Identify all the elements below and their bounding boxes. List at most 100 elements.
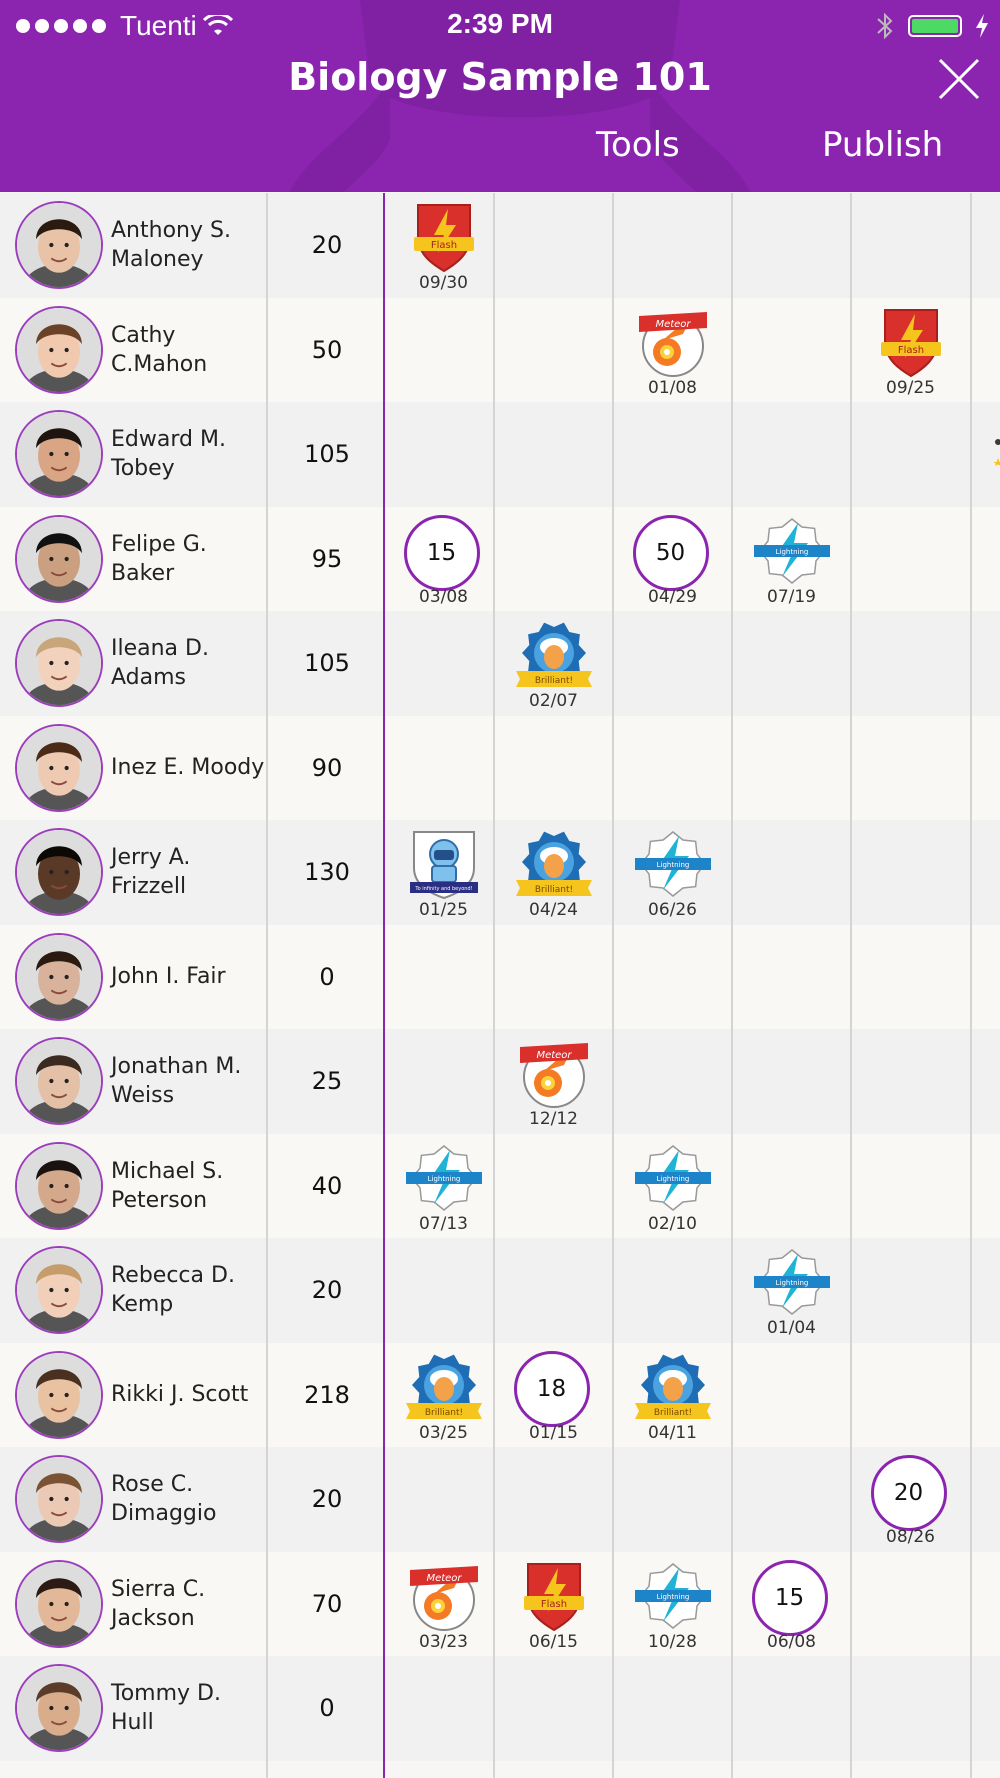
award-cell[interactable] <box>851 1029 970 1133</box>
award-cell[interactable] <box>732 1656 851 1760</box>
award-cell[interactable] <box>732 925 851 1029</box>
avatar[interactable] <box>15 410 103 498</box>
award-cell[interactable] <box>851 611 970 715</box>
lightning-badge-icon[interactable]: Lightning <box>633 1560 713 1632</box>
award-cell[interactable] <box>384 1656 503 1760</box>
avatar[interactable] <box>15 1455 103 1543</box>
brilliant-badge-icon[interactable]: Brilliant! <box>633 1351 713 1423</box>
award-cell[interactable] <box>384 298 503 402</box>
student-row[interactable]: John I. Fair 0 <box>0 924 1000 1029</box>
award-cell[interactable] <box>613 402 732 506</box>
flash-badge-icon[interactable]: Flash <box>871 306 951 378</box>
award-cell[interactable] <box>613 1656 732 1760</box>
award-cell[interactable]: Brilliant! 03/25 <box>384 1343 503 1447</box>
points-award-badge[interactable]: 15 <box>751 1559 828 1636</box>
student-row[interactable]: Michael S. Peterson 40 Lightning 07/13 Light… <box>0 1133 1000 1238</box>
award-cell[interactable]: Meteor 12/12 <box>494 1029 613 1133</box>
award-cell[interactable]: To infinity and beyond! 01/25 <box>384 820 503 924</box>
award-cell[interactable] <box>732 716 851 820</box>
student-row[interactable]: Jonathan M. Weiss 25 Meteor 12/12 <box>0 1029 1000 1134</box>
points-award-badge[interactable]: 18 <box>513 1350 590 1427</box>
award-cell[interactable]: Brilliant! 04/24 <box>494 820 613 924</box>
student-row[interactable]: Anthony S. Maloney 20 Flash 09/30 <box>0 193 1000 298</box>
award-cell[interactable] <box>851 193 970 297</box>
award-cell[interactable] <box>613 925 732 1029</box>
student-row[interactable]: Rikki J. Scott 218 Brilliant! 03/25 18 01/15 B… <box>0 1342 1000 1447</box>
award-cell[interactable] <box>732 402 851 506</box>
avatar[interactable] <box>15 619 103 707</box>
brilliant-badge-icon[interactable]: Brilliant! <box>514 619 594 691</box>
avatar[interactable] <box>15 932 103 1021</box>
award-cell[interactable]: 15 03/08 <box>384 507 503 611</box>
meteor-badge-icon[interactable]: Meteor <box>633 306 713 378</box>
award-cell[interactable]: 20 08/26 <box>851 1447 970 1551</box>
lightning-badge-icon[interactable]: Lightning <box>633 1142 713 1214</box>
award-cell[interactable] <box>851 1343 970 1447</box>
avatar[interactable] <box>15 828 103 916</box>
avatar[interactable] <box>15 305 103 394</box>
award-cell[interactable]: Lightning 01/04 <box>732 1238 851 1342</box>
student-row[interactable]: Rose C. Dimaggio 20 20 08/26 <box>0 1447 1000 1552</box>
award-cell[interactable] <box>384 1447 503 1551</box>
award-cell[interactable] <box>384 1029 503 1133</box>
award-cell[interactable] <box>613 611 732 715</box>
avatar[interactable] <box>15 514 103 603</box>
award-cell[interactable] <box>613 1238 732 1342</box>
student-row[interactable]: Felipe G. Baker 95 15 03/08 50 04/29 Lightning… <box>0 506 1000 611</box>
award-cell[interactable]: Lightning 02/10 <box>613 1134 732 1238</box>
meteor-badge-icon[interactable]: Meteor <box>514 1037 594 1109</box>
award-cell[interactable] <box>851 1134 970 1238</box>
award-cell[interactable] <box>494 1134 613 1238</box>
avatar[interactable] <box>15 723 103 812</box>
lightning-badge-icon[interactable]: Lightning <box>633 828 713 900</box>
award-cell[interactable]: 15 06/08 <box>732 1552 851 1656</box>
award-cell[interactable] <box>851 1656 970 1760</box>
award-cell[interactable] <box>494 1238 613 1342</box>
points-award-badge[interactable]: 15 <box>403 514 480 591</box>
award-cell[interactable]: Lightning 07/19 <box>732 507 851 611</box>
award-cell[interactable] <box>851 1552 970 1656</box>
award-cell[interactable] <box>613 193 732 297</box>
award-cell[interactable] <box>613 1029 732 1133</box>
award-cell[interactable] <box>851 507 970 611</box>
award-cell[interactable] <box>851 402 970 506</box>
award-cell[interactable] <box>494 193 613 297</box>
astronaut-badge-icon[interactable]: To infinity and beyond! <box>404 828 484 900</box>
award-cell[interactable] <box>732 1134 851 1238</box>
avatar[interactable] <box>15 1559 103 1648</box>
award-cell[interactable]: Meteor 01/08 <box>613 298 732 402</box>
flash-badge-icon[interactable]: Flash <box>404 201 484 273</box>
award-cell[interactable] <box>384 402 503 506</box>
student-row[interactable]: Jerry A. Frizzell 130 To infinity and beyo… <box>0 820 1000 925</box>
student-row[interactable]: Edward M. Tobey 105 <box>0 402 1000 507</box>
publish-button[interactable]: Publish <box>822 125 944 165</box>
award-cell[interactable]: Lightning 06/26 <box>613 820 732 924</box>
avatar[interactable] <box>15 1037 103 1125</box>
award-cell[interactable] <box>732 1343 851 1447</box>
award-cell[interactable] <box>384 1238 503 1342</box>
award-cell[interactable] <box>732 820 851 924</box>
avatar[interactable] <box>15 201 103 289</box>
award-cell[interactable]: Flash 06/15 <box>494 1552 613 1656</box>
award-cell[interactable] <box>494 402 613 506</box>
flash-badge-icon[interactable]: Flash <box>514 1560 594 1632</box>
points-award-badge[interactable]: 50 <box>632 514 709 591</box>
award-cell[interactable] <box>732 1447 851 1551</box>
award-cell[interactable]: Brilliant! 02/07 <box>494 611 613 715</box>
award-cell[interactable] <box>732 1029 851 1133</box>
award-cell[interactable] <box>851 820 970 924</box>
student-row[interactable]: Rebecca D. Kemp 20 Lightning 01/04 <box>0 1238 1000 1343</box>
student-row[interactable]: Ileana D. Adams 105 Brilliant! 02/07 <box>0 611 1000 716</box>
award-cell[interactable]: Brilliant! 04/11 <box>613 1343 732 1447</box>
award-cell[interactable]: Lightning 10/28 <box>613 1552 732 1656</box>
lightning-badge-icon[interactable]: Lightning <box>404 1142 484 1214</box>
brilliant-badge-icon[interactable]: Brilliant! <box>404 1351 484 1423</box>
student-row[interactable]: Cathy C.Mahon 50 Meteor 01/08 Flash 09/25 <box>0 297 1000 402</box>
award-cell[interactable]: Meteor 03/23 <box>384 1552 503 1656</box>
award-cell[interactable]: 18 01/15 <box>494 1343 613 1447</box>
close-icon[interactable] <box>936 56 982 102</box>
award-cell[interactable] <box>851 1238 970 1342</box>
avatar[interactable] <box>15 1141 103 1230</box>
award-cell[interactable] <box>384 611 503 715</box>
lightning-badge-icon[interactable]: Lightning <box>752 1246 832 1318</box>
